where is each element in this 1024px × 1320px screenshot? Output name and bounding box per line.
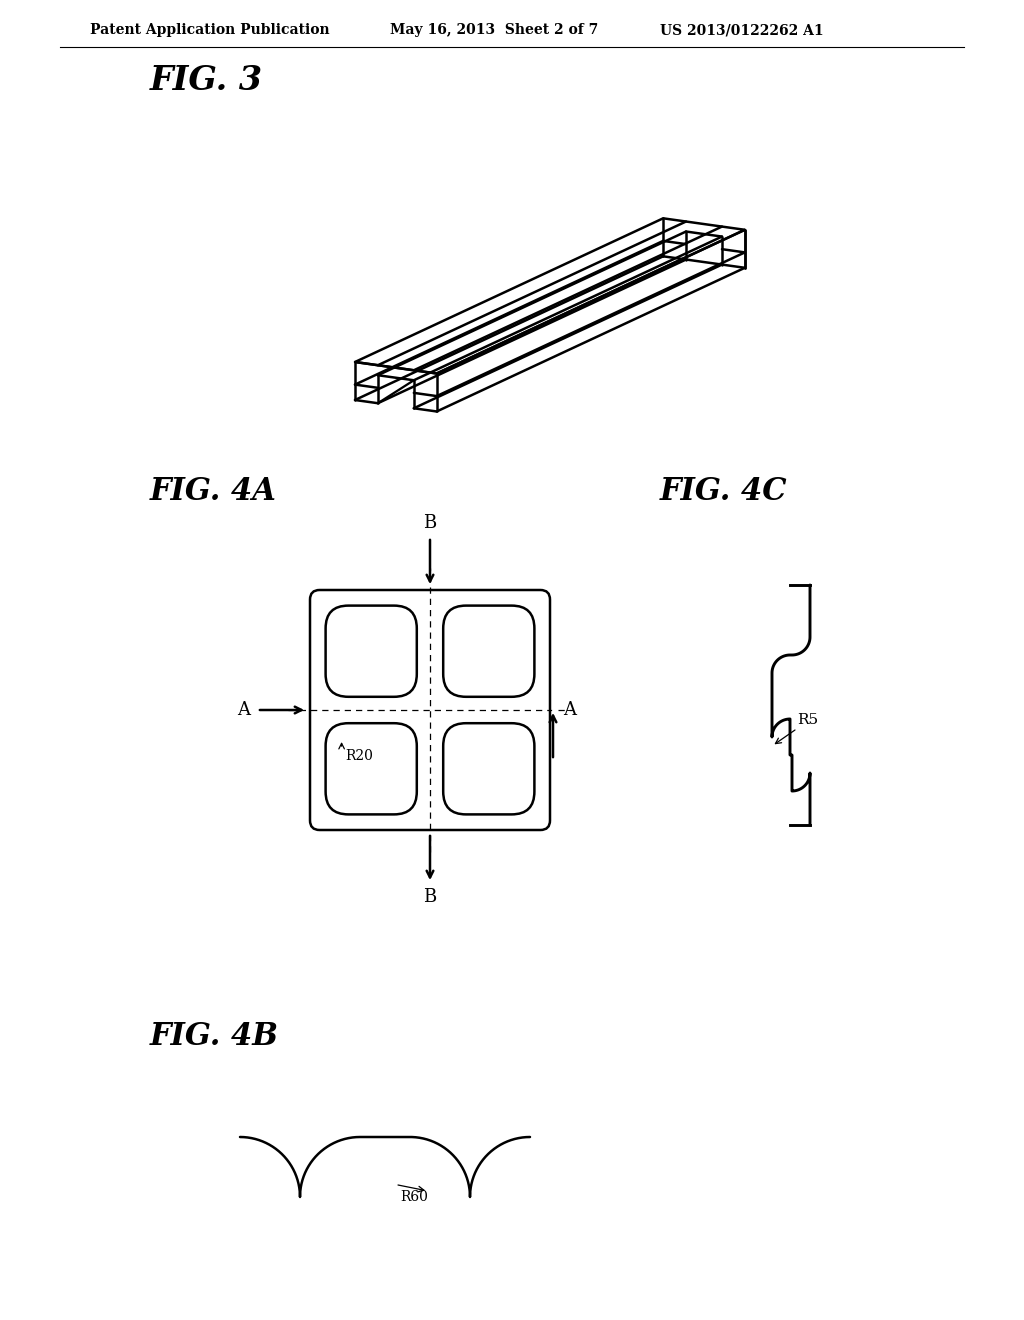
Text: B: B	[423, 888, 436, 906]
FancyBboxPatch shape	[443, 723, 535, 814]
Text: US 2013/0122262 A1: US 2013/0122262 A1	[660, 22, 823, 37]
Text: R5: R5	[797, 713, 818, 727]
Text: A: A	[563, 701, 575, 719]
FancyBboxPatch shape	[310, 590, 550, 830]
Text: R20: R20	[345, 750, 374, 763]
Text: A: A	[237, 701, 250, 719]
Text: FIG. 4A: FIG. 4A	[150, 477, 276, 507]
Text: R60: R60	[400, 1191, 428, 1204]
Text: FIG. 4B: FIG. 4B	[150, 1020, 279, 1052]
Polygon shape	[355, 218, 744, 374]
Text: FIG. 3: FIG. 3	[150, 63, 263, 96]
Text: B: B	[423, 513, 436, 532]
FancyBboxPatch shape	[443, 606, 535, 697]
FancyBboxPatch shape	[326, 606, 417, 697]
FancyBboxPatch shape	[326, 723, 417, 814]
Text: Patent Application Publication: Patent Application Publication	[90, 22, 330, 37]
Text: May 16, 2013  Sheet 2 of 7: May 16, 2013 Sheet 2 of 7	[390, 22, 598, 37]
Text: FIG. 4C: FIG. 4C	[660, 477, 787, 507]
